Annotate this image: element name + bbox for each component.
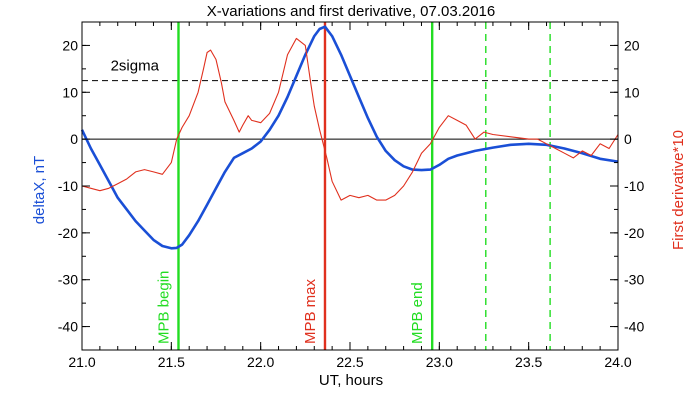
sigma-label: 2sigma xyxy=(111,58,160,75)
x-tick-label: 24.0 xyxy=(604,354,631,370)
derivative-series-line xyxy=(81,37,619,201)
x-axis-title: UT, hours xyxy=(319,372,383,389)
y-tick-label-left: -40 xyxy=(58,319,78,335)
marker-label-mpb-end: MPB end xyxy=(409,282,426,344)
marker-label-mpb-max: MPB max xyxy=(302,278,319,344)
y-tick-label-right: 10 xyxy=(624,84,640,100)
y-tick-label-right: -30 xyxy=(624,272,644,288)
y-tick-label-left: 0 xyxy=(70,131,78,147)
x-tick-label: 21.0 xyxy=(68,354,95,370)
y-axis-title-right: First derivative*10 xyxy=(670,130,687,250)
y-axis-title-left: deltaX, nT xyxy=(31,156,48,224)
plot-area: 2sigma MPB begin MPB max MPB end 21.0 21.5 22.… xyxy=(58,21,644,370)
y-tick-label-right: 20 xyxy=(624,37,640,53)
y-tick-label-right: -40 xyxy=(624,319,644,335)
x-tick-label: 22.0 xyxy=(247,354,274,370)
x-tick-label: 22.5 xyxy=(336,354,363,370)
deltax-series-line xyxy=(80,25,619,250)
chart-title: X-variations and first derivative, 07.03… xyxy=(207,3,496,20)
y-tick-label-left: 20 xyxy=(62,37,78,53)
y-tick-label-right: 0 xyxy=(624,131,632,147)
x-tick-label: 23.5 xyxy=(515,354,542,370)
y-tick-label-right: -20 xyxy=(624,225,644,241)
x-tick-label: 21.5 xyxy=(158,354,185,370)
y-tick-label-left: -30 xyxy=(58,272,78,288)
y-tick-label-left: -10 xyxy=(58,178,78,194)
y-tick-label-left: -20 xyxy=(58,225,78,241)
y-tick-label-left: 10 xyxy=(62,84,78,100)
marker-label-mpb-begin: MPB begin xyxy=(155,271,172,344)
y-tick-label-right: -10 xyxy=(624,178,644,194)
x-tick-label: 23.0 xyxy=(426,354,453,370)
